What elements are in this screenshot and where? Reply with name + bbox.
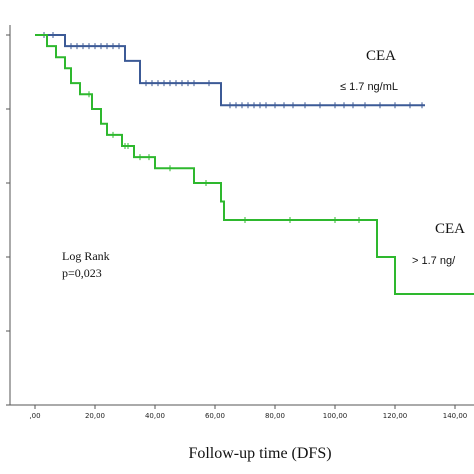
legend-green-cutoff: > 1.7 ng/ [412, 255, 456, 267]
log-rank-label: Log Rank [62, 249, 110, 263]
x-axis-title: Follow-up time (DFS) [188, 445, 331, 462]
x-tick-label: 60,00 [205, 412, 225, 420]
legend-blue-title: CEA [366, 48, 396, 64]
series-line-0 [35, 34, 425, 107]
x-tick-label: 100,00 [323, 412, 348, 420]
series-line-1 [35, 34, 474, 295]
x-tick-label: 80,00 [265, 412, 285, 420]
series-layer [35, 32, 474, 295]
x-tick-label: ,00 [29, 412, 40, 420]
x-tick-label: 140,00 [443, 412, 468, 420]
x-tick-label: 40,00 [145, 412, 165, 420]
p-value-label: p=0,023 [62, 266, 102, 280]
x-tick-label: 20,00 [85, 412, 105, 420]
legend-blue-cutoff: ≤ 1.7 ng/mL [340, 81, 398, 93]
legend-green-title: CEA [435, 221, 465, 237]
axes [9, 25, 474, 406]
x-tick-label: 120,00 [383, 412, 408, 420]
tick-group: ,00 20,00 40,00 60,00 80,00 100,00 120,00 140,0… [6, 34, 468, 420]
